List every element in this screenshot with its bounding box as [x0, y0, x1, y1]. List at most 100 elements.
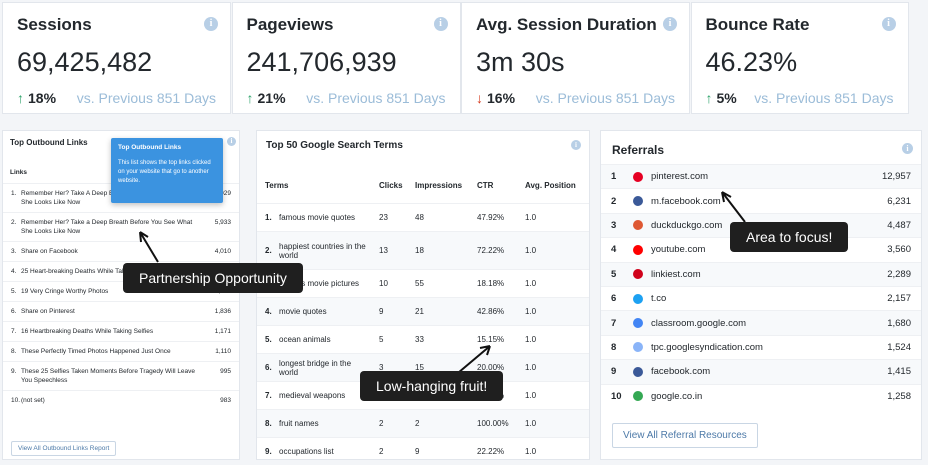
- referrals-panel: Referrals i 1 pinterest.com 12,957 2 m.faceb…: [600, 130, 922, 460]
- count: 2,289: [887, 268, 911, 280]
- referral-row: 9 facebook.com 1,415: [601, 359, 921, 384]
- cell: 48: [415, 213, 424, 222]
- cell: 1.0: [525, 391, 537, 400]
- rank: 4: [611, 244, 617, 256]
- site-icon: [633, 391, 643, 402]
- info-icon: i: [663, 17, 677, 31]
- column-header: Impressions: [415, 180, 463, 190]
- search-row: 9. occupations list 2 9 22.22% 1.0: [257, 437, 589, 465]
- referral-rows: 1 pinterest.com 12,957 2 m.facebook.com 6,231…: [601, 164, 921, 408]
- count: 4,010: [214, 248, 231, 255]
- change-arrow: ↑: [17, 90, 24, 106]
- site-icon: [633, 269, 643, 280]
- link-text: 25 Heart-breaking Deaths While Taking Se…: [21, 268, 156, 275]
- outbound-row: 6. Share on Pinterest 1,836: [3, 301, 239, 321]
- count: 5,933: [214, 219, 231, 226]
- panel-title: Referrals: [612, 143, 665, 157]
- cell: 22.22%: [477, 447, 505, 456]
- rank: 2.: [11, 219, 17, 226]
- info-icon: i: [571, 140, 581, 150]
- column-header: Clicks: [379, 180, 403, 190]
- info-icon: i: [227, 137, 236, 146]
- count: 2,157: [887, 293, 911, 305]
- site: duckduckgo.com: [651, 219, 723, 231]
- link-text: 16 Heartbreaking Deaths While Taking Sel…: [21, 328, 154, 335]
- rank: 9.: [11, 368, 17, 375]
- cell: ocean animals: [279, 335, 331, 344]
- rank: 1.: [11, 190, 17, 197]
- view-all-button[interactable]: View All Outbound Links Report: [11, 441, 117, 456]
- change-arrow: ↑: [705, 90, 713, 106]
- tooltip-title: Top Outbound Links: [118, 144, 182, 151]
- column-header: Avg. Position: [525, 180, 576, 190]
- rank: 4.: [265, 307, 272, 316]
- card-change-row: ↑ 18% vs. Previous 851 Days: [17, 90, 216, 106]
- stat-card: Avg. Session Duration i 3m 30s ↓ 16% vs. Prev…: [461, 2, 690, 114]
- change-arrow: ↓: [476, 90, 483, 106]
- cell: 3: [379, 363, 384, 372]
- cell: medieval weapons: [279, 391, 346, 400]
- tooltip: Top Outbound Links This list shows the t…: [111, 138, 223, 203]
- site: m.facebook.com: [651, 195, 721, 207]
- cell: famous movie pictures: [279, 279, 360, 288]
- search-row: 2. happiest countries in the world 13 18 72.…: [257, 231, 589, 269]
- rank: 5.: [11, 288, 17, 295]
- rank: 7.: [11, 328, 17, 335]
- link-text: (not set): [21, 397, 45, 404]
- cell: 2: [415, 419, 420, 428]
- comparison: vs. Previous 851 Days: [76, 90, 216, 106]
- cell: 100.00%: [477, 419, 509, 428]
- cell: 18.18%: [477, 279, 505, 288]
- outbound-rows: 1. Remember Her? Take A Deep Breath Befor…: [3, 183, 239, 410]
- site-icon: [633, 293, 643, 304]
- rank: 6.: [11, 308, 17, 315]
- outbound-row: 10. (not set) 983: [3, 390, 239, 410]
- rank: 8.: [265, 419, 272, 428]
- link-text: Share on Facebook: [21, 248, 78, 255]
- annotation: Area to focus!: [730, 222, 849, 252]
- stat-card: Pageviews i 241,706,939 ↑ 21% vs. Previous 85…: [231, 2, 461, 114]
- card-change-row: ↑ 21% vs. Previous 851 Days: [247, 90, 446, 106]
- card-value: 3m 30s: [476, 47, 565, 77]
- cell: 1.0: [525, 447, 537, 456]
- site: linkiest.com: [651, 268, 701, 280]
- tooltip-text: This list shows the top links clicked on…: [118, 160, 211, 184]
- count: 1,680: [887, 317, 911, 329]
- change-value: 5%: [716, 90, 737, 106]
- site-icon: [633, 244, 643, 255]
- cell: 47.92%: [477, 213, 505, 222]
- rank: 2.: [265, 246, 272, 255]
- rank: 9: [611, 366, 617, 378]
- site: tpc.googlesyndication.com: [651, 341, 763, 353]
- count: 3,560: [887, 244, 911, 256]
- view-all-button[interactable]: View All Referral Resources: [612, 423, 758, 448]
- stat-card: Sessions i 69,425,482 ↑ 18% vs. Previous 851 …: [2, 2, 231, 114]
- outbound-row: 8. These Perfectly Timed Photos Happened …: [3, 341, 239, 361]
- count: 1,258: [887, 390, 911, 402]
- comparison: vs. Previous 851 Days: [306, 90, 446, 106]
- outbound-panel: Top Outbound Links i Links 1. Remember He…: [2, 130, 240, 460]
- cell: 9: [415, 447, 420, 456]
- count: 4,487: [887, 219, 911, 231]
- search-row: 4. movie quotes 9 21 42.86% 1.0: [257, 297, 589, 325]
- cell: 55: [415, 279, 424, 288]
- cell: 15: [415, 363, 424, 372]
- link-text: These Perfectly Timed Photos Happened Ju…: [21, 348, 171, 355]
- site-icon: [633, 342, 643, 353]
- cell: 1.0: [525, 307, 537, 316]
- count: 1,836: [214, 308, 231, 315]
- change: ↓ 16%: [476, 90, 515, 106]
- cell: famous movie quotes: [279, 213, 356, 222]
- site-icon: [633, 196, 643, 207]
- cell: longest bridge in the world: [279, 358, 352, 377]
- column-header: CTR: [477, 180, 494, 190]
- cell: 1.0: [525, 363, 537, 372]
- referral-row: 8 tpc.googlesyndication.com 1,524: [601, 334, 921, 359]
- search-row: 1. famous movie quotes 23 48 47.92% 1.0: [257, 203, 589, 231]
- outbound-row: 7. 16 Heartbreaking Deaths While Taking S…: [3, 321, 239, 341]
- rank: 1: [611, 171, 617, 183]
- cell: 5: [379, 335, 384, 344]
- search-panel: Top 50 Google Search Terms i Terms Clicks…: [256, 130, 590, 460]
